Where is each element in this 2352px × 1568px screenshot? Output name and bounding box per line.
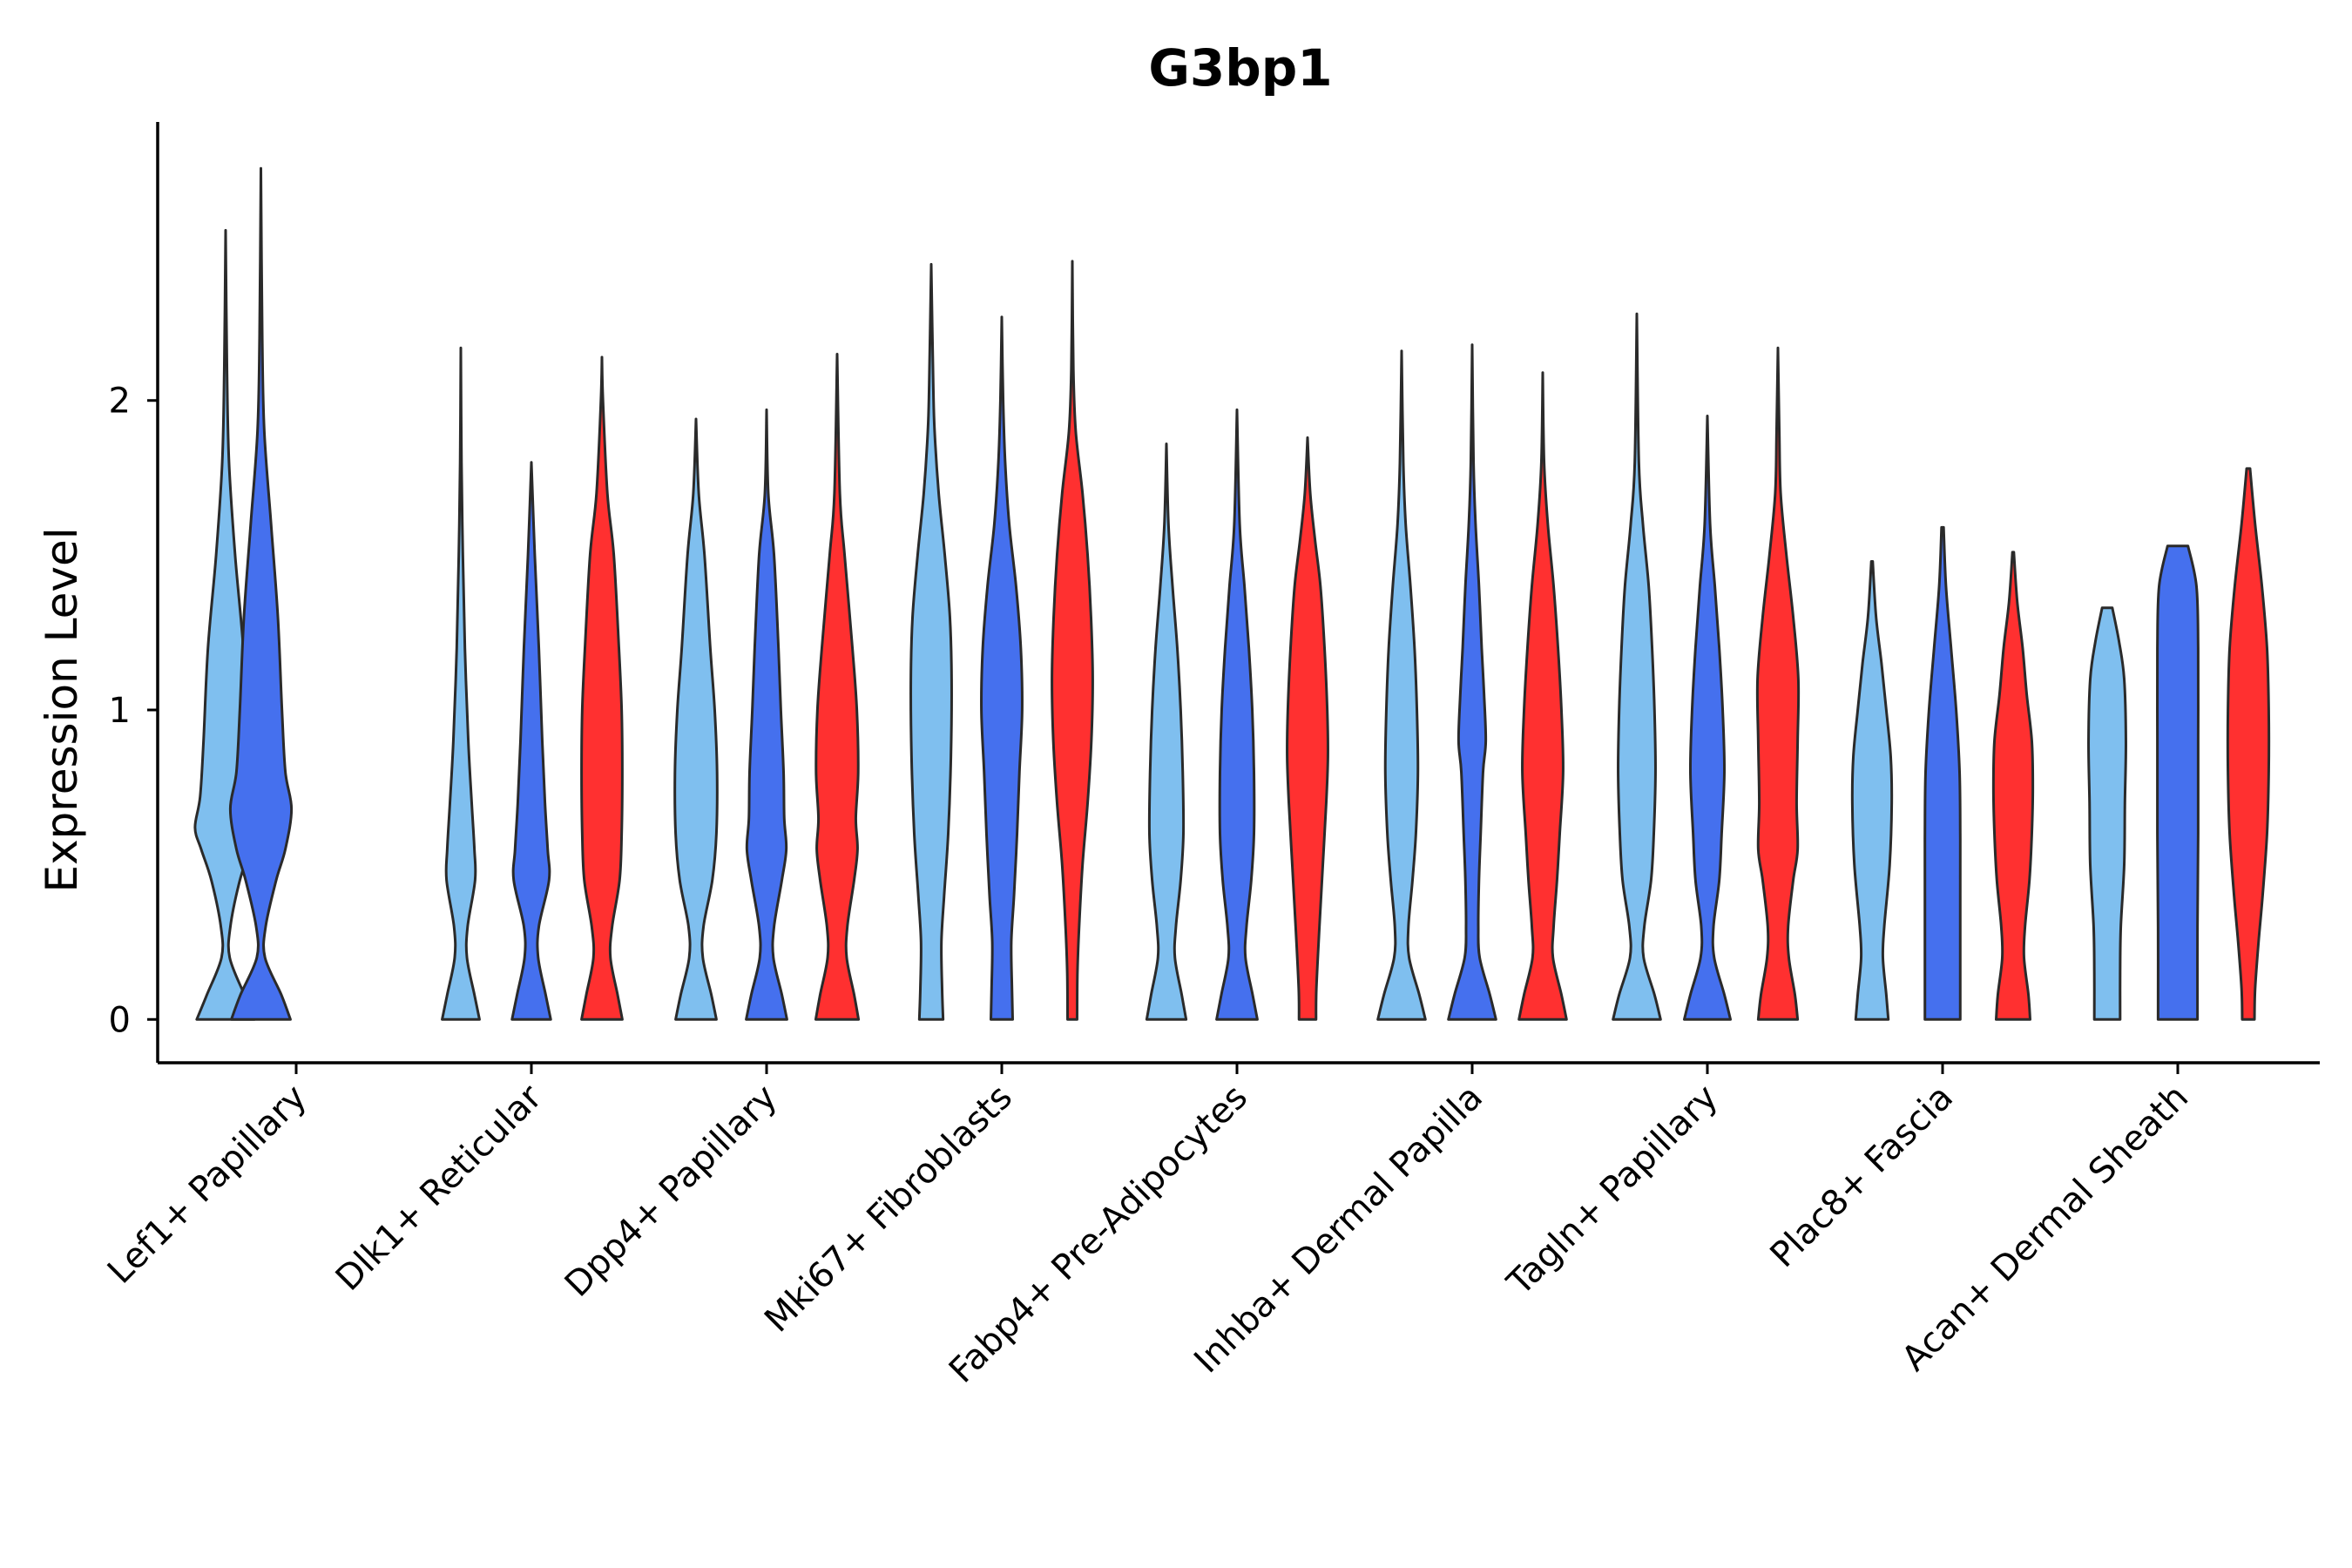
violin-4-group2 <box>980 315 1024 1021</box>
violin-6-group2 <box>1447 343 1497 1021</box>
violin-1-group2 <box>228 166 294 1021</box>
x-tick-label: Lef1+ Papillary <box>100 1078 314 1292</box>
violin-7-group2 <box>1682 415 1733 1021</box>
violin-5-group1 <box>1145 442 1188 1021</box>
violin-9-group2 <box>2155 544 2200 1021</box>
violin-2-group3 <box>580 355 624 1021</box>
violin-7-group3 <box>1755 346 1801 1021</box>
violin-3-group1 <box>673 417 719 1021</box>
x-tick-label: Plac8+ Fascia <box>1763 1078 1962 1276</box>
y-tick-label: 2 <box>109 382 131 422</box>
y-tick-label: 0 <box>109 1000 131 1040</box>
x-tick-label: Mki67+ Fibroblasts <box>757 1078 1020 1341</box>
x-tick-label: Dpp4+ Papillary <box>558 1078 785 1305</box>
violin-6-group3 <box>1517 371 1568 1021</box>
violin-2-group2 <box>510 461 552 1021</box>
x-ticks-group: Lef1+ Papillary Dlk1+ Reticular Dpp4+ Papi… <box>100 1063 2196 1391</box>
violin-7-group1 <box>1612 312 1662 1021</box>
violin-5-group2 <box>1215 408 1259 1021</box>
y-ticks-group: 0 1 2 <box>109 382 158 1040</box>
violins-group <box>193 166 2271 1021</box>
violin-6-group1 <box>1376 349 1427 1021</box>
y-axis-label: Expression Level <box>37 527 87 892</box>
violin-4-group1 <box>909 262 953 1021</box>
violin-4-group3 <box>1051 260 1094 1021</box>
violin-9-group3 <box>2226 467 2271 1021</box>
y-tick-label: 1 <box>109 691 131 731</box>
violin-8-group3 <box>1991 551 2035 1021</box>
violin-8-group2 <box>1923 525 1962 1021</box>
violin-8-group1 <box>1850 559 1894 1021</box>
violin-3-group3 <box>814 352 861 1021</box>
violin-2-group1 <box>441 346 481 1021</box>
violin-3-group2 <box>745 408 788 1021</box>
chart-title: G3bp1 <box>1148 38 1332 98</box>
violin-5-group3 <box>1286 436 1329 1021</box>
violin-9-group1 <box>2087 606 2127 1021</box>
x-tick-label: Tagln+ Papillary <box>1499 1078 1726 1304</box>
x-tick-label: Dlk1+ Reticular <box>328 1077 551 1299</box>
